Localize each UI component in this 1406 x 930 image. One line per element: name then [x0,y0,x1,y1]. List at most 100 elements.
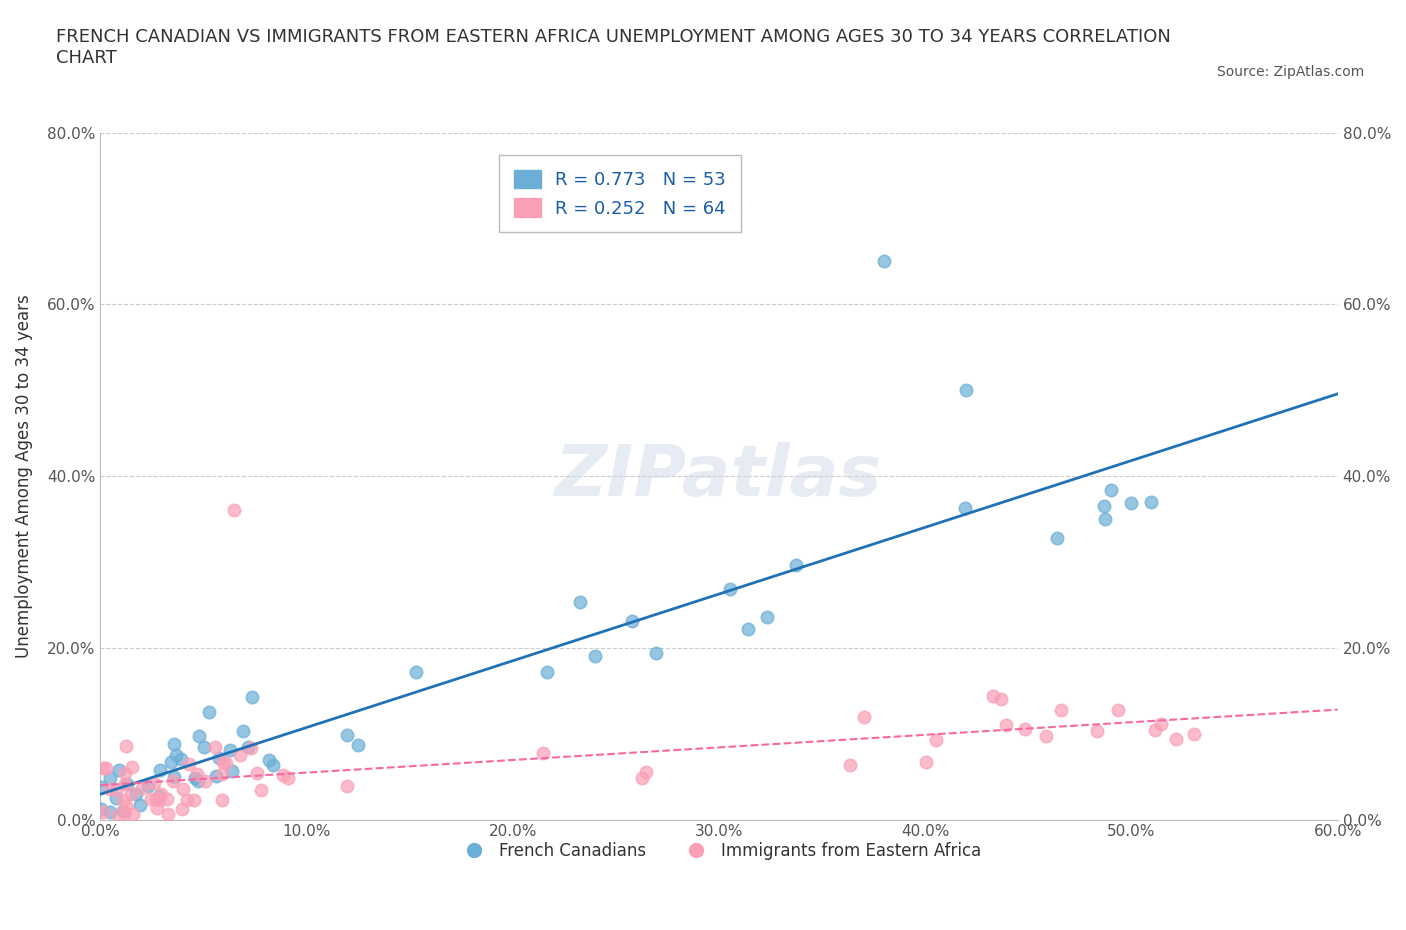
Point [120,787,142,802]
Point [1092,498,1115,513]
Point [1164,732,1187,747]
Point [138,778,160,793]
Point [160,754,183,769]
Point [221,764,243,778]
Point [162,774,184,789]
Point [98,804,121,819]
Point [232,724,254,738]
Point [347,737,370,752]
Point [536,665,558,680]
Point [105,790,128,805]
Point [262,757,284,772]
Point [170,802,193,817]
Point [246,766,269,781]
Point [125,787,148,802]
Point [149,786,172,801]
Point [91,760,114,775]
Point [1144,723,1167,737]
Point [122,806,145,821]
Point [257,753,280,768]
Point [111,804,134,818]
Point [111,792,134,807]
Point [224,503,246,518]
Point [1014,722,1036,737]
Point [156,791,179,806]
Point [105,783,128,798]
Point [212,755,235,770]
Point [1107,702,1129,717]
Point [1139,495,1161,510]
Point [107,807,129,822]
Point [1050,702,1073,717]
Point [583,649,606,664]
Point [121,759,143,774]
Point [148,789,170,804]
Point [194,773,217,788]
Point [188,729,211,744]
Point [405,664,427,679]
Point [277,771,299,786]
Point [569,594,592,609]
Point [145,792,167,807]
Point [955,383,977,398]
Text: ZIPatlas: ZIPatlas [555,442,883,511]
Point [1035,728,1057,743]
Point [215,755,238,770]
Point [193,739,215,754]
Point [165,748,187,763]
Point [114,766,136,781]
Point [645,645,668,660]
Point [115,798,138,813]
Point [187,774,209,789]
Point [953,500,976,515]
Point [149,763,172,777]
Point [114,805,136,820]
Point [229,748,252,763]
Point [873,254,896,269]
Point [218,743,240,758]
Point [1182,726,1205,741]
Point [250,783,273,798]
Point [141,791,163,806]
Point [1085,724,1108,738]
Y-axis label: Unemployment Among Ages 30 to 34 years: Unemployment Among Ages 30 to 34 years [15,294,32,658]
Point [737,621,759,636]
Point [108,763,131,777]
Point [990,692,1012,707]
Point [163,770,186,785]
Point [91,780,114,795]
Point [1099,482,1122,497]
Point [620,613,643,628]
Point [143,776,166,790]
Text: FRENCH CANADIAN VS IMMIGRANTS FROM EASTERN AFRICA UNEMPLOYMENT AMONG AGES 30 TO : FRENCH CANADIAN VS IMMIGRANTS FROM EASTE… [56,28,1171,67]
Point [172,781,194,796]
Point [183,792,205,807]
Point [336,727,359,742]
Point [981,688,1004,703]
Point [336,778,359,793]
Point [90,802,112,817]
Point [163,737,186,751]
Point [148,792,170,807]
Point [630,771,652,786]
Point [186,766,208,781]
Point [852,710,875,724]
Point [273,768,295,783]
Point [100,782,122,797]
Point [242,689,264,704]
Point [114,777,136,791]
Text: Source: ZipAtlas.com: Source: ZipAtlas.com [1216,65,1364,79]
Point [718,581,741,596]
Point [236,739,259,754]
Point [91,804,114,819]
Point [1046,530,1069,545]
Point [176,792,198,807]
Point [1094,512,1116,526]
Point [1121,496,1143,511]
Point [838,757,860,772]
Point [995,718,1018,733]
Point [925,732,948,747]
Point [211,793,233,808]
Point [915,754,938,769]
Legend: French Canadians, Immigrants from Eastern Africa: French Canadians, Immigrants from Easter… [450,835,987,866]
